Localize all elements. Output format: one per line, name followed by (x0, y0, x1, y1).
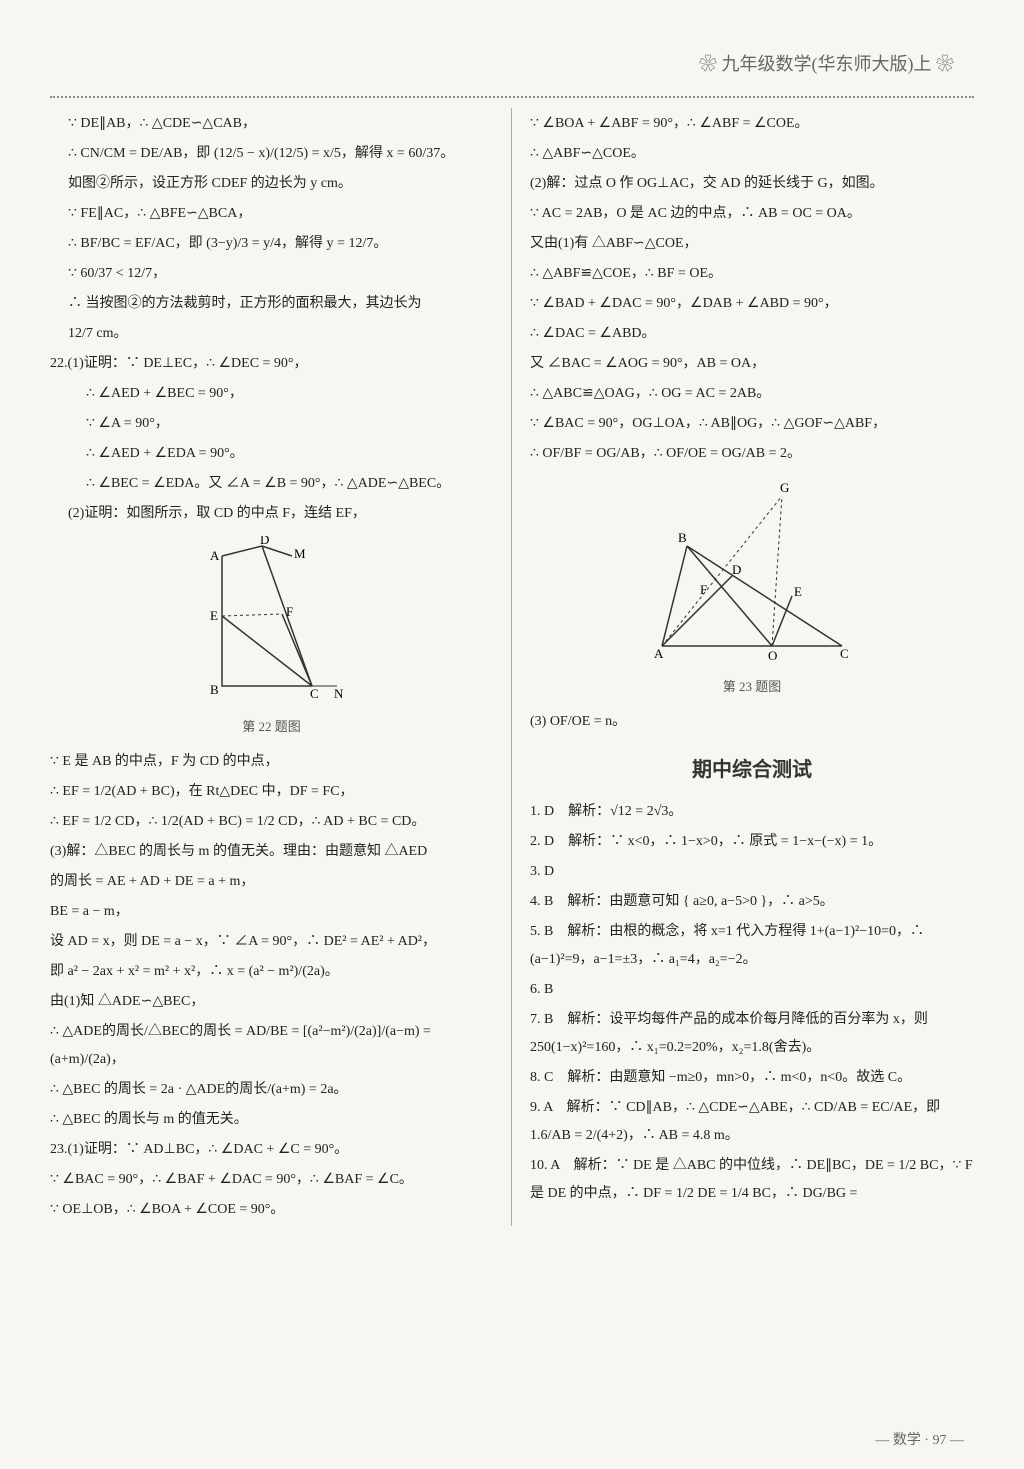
math-line: 由(1)知 △ADE∽△BEC， (50, 988, 493, 1016)
math-line: ∴ △BEC 的周长 = 2a · △ADE的周长/(a+m) = 2a。 (50, 1076, 493, 1104)
math-line: ∴ 当按图②的方法裁剪时，正方形的面积最大，其边长为 (50, 290, 493, 318)
math-line: ∴ △ADE的周长/△BEC的周长 = AD/BE = [(a²−m²)/(2a… (50, 1018, 493, 1074)
answer-item: 5. B 解析：由根的概念，将 x=1 代入方程得 1+(a−1)²−10=0，… (530, 918, 974, 974)
svg-text:F: F (700, 582, 707, 597)
math-line: ∵ ∠BOA + ∠ABF = 90°，∴ ∠ABF = ∠COE。 (530, 110, 974, 138)
svg-text:C: C (840, 646, 849, 661)
math-line: ∵ ∠A = 90°， (50, 410, 493, 438)
math-line: ∴ △ABF≌△COE，∴ BF = OE。 (530, 260, 974, 288)
math-line: ∵ OE⊥OB，∴ ∠BOA + ∠COE = 90°。 (50, 1196, 493, 1224)
math-line: ∵ DE∥AB，∴ △CDE∽△CAB， (50, 110, 493, 138)
math-line: 23.(1)证明：∵ AD⊥BC，∴ ∠DAC + ∠C = 90°。 (50, 1136, 493, 1164)
svg-text:D: D (260, 536, 269, 547)
page-footer: — 数学 · 97 — (875, 1429, 964, 1449)
answer-item: 4. B 解析：由题意可知 { a≥0, a−5>0 }，∴ a>5。 (530, 888, 974, 916)
math-line: ∵ FE∥AC，∴ △BFE∽△BCA， (50, 200, 493, 228)
answer-item: 10. A 解析：∵ DE 是 △ABC 的中位线，∴ DE∥BC，DE = 1… (530, 1152, 974, 1208)
svg-text:O: O (768, 648, 777, 663)
svg-text:N: N (334, 686, 344, 701)
math-line: (3) OF/OE = n。 (530, 708, 974, 736)
math-line: 即 a² − 2ax + x² = m² + x²，∴ x = (a² − m²… (50, 958, 493, 986)
math-line: ∴ EF = 1/2 CD，∴ 1/2(AD + BC) = 1/2 CD，∴ … (50, 808, 493, 836)
flower-icon: ❀ (699, 54, 717, 74)
page-header: ❀ 九年级数学(华东师大版)上 ❀ (50, 40, 974, 98)
svg-text:B: B (678, 530, 687, 545)
svg-text:A: A (210, 548, 220, 563)
svg-text:E: E (210, 608, 218, 623)
right-column: ∵ ∠BOA + ∠ABF = 90°，∴ ∠ABF = ∠COE。 ∴ △AB… (512, 108, 974, 1226)
svg-text:C: C (310, 686, 319, 701)
math-line: ∵ E 是 AB 的中点，F 为 CD 的中点， (50, 748, 493, 776)
answer-list: 1. D 解析：√12 = 2√3。2. D 解析：∵ x<0，∴ 1−x>0，… (530, 798, 974, 1208)
math-line: ∴ EF = 1/2(AD + BC)，在 Rt△DEC 中，DF = FC， (50, 778, 493, 806)
figure-23-caption: 第 23 题图 (530, 674, 974, 700)
math-line: ∴ ∠DAC = ∠ABD。 (530, 320, 974, 348)
svg-text:B: B (210, 682, 219, 697)
svg-text:G: G (780, 480, 789, 495)
svg-text:F: F (286, 604, 293, 619)
math-line: ∴ ∠BEC = ∠EDA。又 ∠A = ∠B = 90°，∴ △ADE∽△BE… (50, 470, 493, 498)
figure-22-caption: 第 22 题图 (50, 714, 493, 740)
section-title: 期中综合测试 (530, 750, 974, 790)
math-line: 又由(1)有 △ABF∽△COE， (530, 230, 974, 258)
svg-text:D: D (732, 562, 741, 577)
two-column-layout: ∵ DE∥AB，∴ △CDE∽△CAB， ∴ CN/CM = DE/AB，即 (… (50, 108, 974, 1226)
math-line: ∴ BF/BC = EF/AC，即 (3−y)/3 = y/4，解得 y = 1… (50, 230, 493, 258)
answer-item: 8. C 解析：由题意知 −m≥0，mn>0，∴ m<0，n<0。故选 C。 (530, 1064, 974, 1092)
math-line: ∴ OF/BF = OG/AB，∴ OF/OE = OG/AB = 2。 (530, 440, 974, 468)
answer-item: 6. B (530, 976, 974, 1004)
math-line: 的周长 = AE + AD + DE = a + m， (50, 868, 493, 896)
math-line: 12/7 cm。 (50, 320, 493, 348)
math-line: ∵ ∠BAC = 90°，OG⊥OA，∴ AB∥OG，∴ △GOF∽△ABF， (530, 410, 974, 438)
math-line: ∵ ∠BAD + ∠DAC = 90°，∠DAB + ∠ABD = 90°， (530, 290, 974, 318)
math-line: ∵ 60/37 < 12/7， (50, 260, 493, 288)
flower-icon: ❀ (936, 54, 954, 74)
answer-item: 3. D (530, 858, 974, 886)
math-line: ∴ △ABF∽△COE。 (530, 140, 974, 168)
math-line: 如图②所示，设正方形 CDEF 的边长为 y cm。 (50, 170, 493, 198)
answer-item: 9. A 解析：∵ CD∥AB，∴ △CDE∽△ABE，∴ CD/AB = EC… (530, 1094, 974, 1150)
math-line: (3)解：△BEC 的周长与 m 的值无关。理由：由题意知 △AED (50, 838, 493, 866)
math-line: (2)解：过点 O 作 OG⊥AC，交 AD 的延长线于 G，如图。 (530, 170, 974, 198)
math-line: 设 AD = x，则 DE = a − x，∵ ∠A = 90°，∴ DE² =… (50, 928, 493, 956)
math-line: (2)证明：如图所示，取 CD 的中点 F，连结 EF， (50, 500, 493, 528)
svg-text:M: M (294, 546, 306, 561)
figure-23: A B C D E F G O (642, 476, 862, 666)
answer-item: 1. D 解析：√12 = 2√3。 (530, 798, 974, 826)
math-line: 又 ∠BAC = ∠AOG = 90°，AB = OA， (530, 350, 974, 378)
math-line: ∴ ∠AED + ∠EDA = 90°。 (50, 440, 493, 468)
math-line: ∴ ∠AED + ∠BEC = 90°， (50, 380, 493, 408)
left-column: ∵ DE∥AB，∴ △CDE∽△CAB， ∴ CN/CM = DE/AB，即 (… (50, 108, 512, 1226)
answer-item: 7. B 解析：设平均每件产品的成本价每月降低的百分率为 x，则 250(1−x… (530, 1006, 974, 1062)
page: ❀ 九年级数学(华东师大版)上 ❀ ∵ DE∥AB，∴ △CDE∽△CAB， ∴… (0, 0, 1024, 1469)
math-line: ∴ △BEC 的周长与 m 的值无关。 (50, 1106, 493, 1134)
figure-22: A D M E F B C N (182, 536, 362, 706)
answer-item: 2. D 解析：∵ x<0，∴ 1−x>0，∴ 原式 = 1−x−(−x) = … (530, 828, 974, 856)
footer-label: 数学 · 97 (893, 1433, 947, 1448)
math-line: ∵ AC = 2AB，O 是 AC 边的中点，∴ AB = OC = OA。 (530, 200, 974, 228)
header-title: 九年级数学(华东师大版)上 (722, 54, 932, 74)
math-line: 22.(1)证明：∵ DE⊥EC，∴ ∠DEC = 90°， (50, 350, 493, 378)
math-line: ∵ ∠BAC = 90°，∴ ∠BAF + ∠DAC = 90°，∴ ∠BAF … (50, 1166, 493, 1194)
math-line: BE = a − m， (50, 898, 493, 926)
math-line: ∴ CN/CM = DE/AB，即 (12/5 − x)/(12/5) = x/… (50, 140, 493, 168)
svg-text:A: A (654, 646, 664, 661)
svg-text:E: E (794, 584, 802, 599)
math-line: ∴ △ABC≌△OAG，∴ OG = AC = 2AB。 (530, 380, 974, 408)
